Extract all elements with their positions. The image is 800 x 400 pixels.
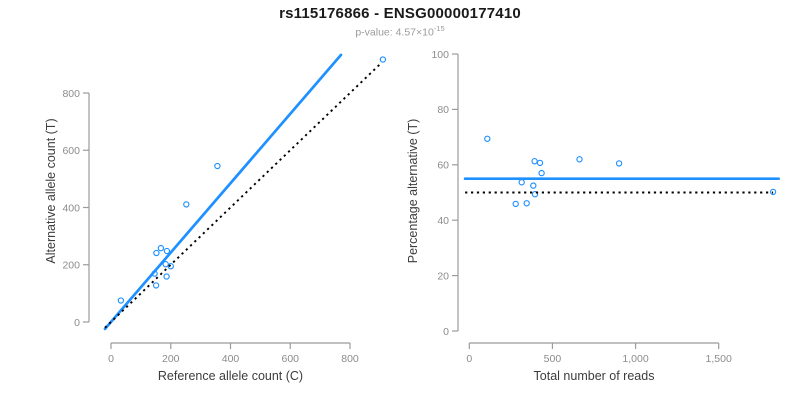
data-point	[538, 169, 545, 177]
data-point	[153, 249, 160, 257]
x-tick-label: 1,000	[622, 353, 648, 365]
data-point	[518, 179, 525, 186]
x-axis: 0 200 400 600 800 Reference allele count (C)	[108, 342, 359, 383]
y-axis: 0 20 40 60 80 100 Percentage alternative (T)	[406, 49, 459, 338]
x-tick-label: 0	[108, 353, 114, 365]
y-axis-title: Alternative allele count (T)	[44, 118, 58, 263]
y-tick-label: 400	[62, 202, 80, 214]
data-point	[163, 247, 171, 255]
y-tick-label: 100	[431, 49, 449, 61]
pvalue-text: p-value: 4.57×10	[355, 26, 434, 39]
y-axis: 0 200 400 600 800 Alternative allele count (T…	[44, 88, 90, 329]
fit-line	[103, 53, 343, 331]
x-tick-label: 0	[466, 353, 472, 365]
data-point	[512, 200, 519, 208]
y-tick-label: 60	[437, 160, 449, 172]
data-point	[484, 135, 491, 142]
data-point	[576, 156, 583, 163]
y-tick-label: 0	[443, 326, 449, 338]
x-tick-label: 500	[544, 353, 562, 365]
y-tick-label: 800	[62, 88, 80, 100]
data-point	[183, 201, 190, 208]
y-tick-label: 600	[62, 145, 80, 157]
data-point	[536, 159, 544, 167]
y-tick-label: 80	[437, 104, 449, 116]
x-tick-label: 600	[281, 353, 299, 365]
data-point	[214, 162, 221, 170]
data-point	[531, 158, 538, 165]
data-points	[484, 135, 777, 208]
x-tick-label: 800	[341, 353, 359, 365]
x-axis: 0 500 1,000 1,500 Total number of reads	[466, 342, 732, 383]
data-point	[523, 200, 530, 207]
data-points	[117, 56, 387, 304]
data-point	[531, 191, 539, 198]
y-axis-title: Percentage alternative (T)	[406, 119, 420, 264]
y-tick-label: 40	[437, 215, 449, 227]
y-tick-label: 0	[74, 317, 80, 329]
figure-header: rs115176866 - ENSG00000177410 p-value: 4…	[0, 0, 800, 39]
data-point	[167, 263, 174, 270]
data-point	[769, 188, 777, 196]
identity-line	[104, 62, 383, 329]
pvalue-exponent: -15	[433, 24, 445, 33]
data-point	[117, 297, 125, 304]
x-axis-title: Total number of reads	[534, 369, 655, 383]
data-point	[379, 56, 387, 63]
data-point	[163, 273, 170, 280]
x-tick-label: 400	[222, 353, 240, 365]
x-axis-title: Reference allele count (C)	[158, 369, 303, 383]
data-point	[157, 244, 165, 252]
figure-title: rs115176866 - ENSG00000177410	[279, 5, 521, 22]
data-point	[162, 261, 169, 268]
figure-subtitle: p-value: 4.57×10-15	[0, 24, 800, 39]
x-tick-label: 200	[162, 353, 180, 365]
data-point	[615, 160, 623, 167]
x-tick-label: 1,500	[706, 353, 732, 365]
data-point	[152, 282, 160, 289]
y-tick-label: 200	[62, 260, 80, 272]
y-tick-label: 20	[437, 270, 449, 282]
right-scatter-panel: 0 500 1,000 1,500 Total number of reads 0 20 40…	[406, 49, 780, 383]
data-point	[530, 182, 537, 189]
